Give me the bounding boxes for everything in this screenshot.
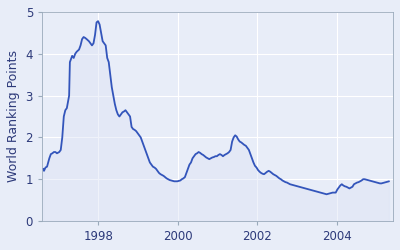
Y-axis label: World Ranking Points: World Ranking Points: [7, 50, 20, 182]
